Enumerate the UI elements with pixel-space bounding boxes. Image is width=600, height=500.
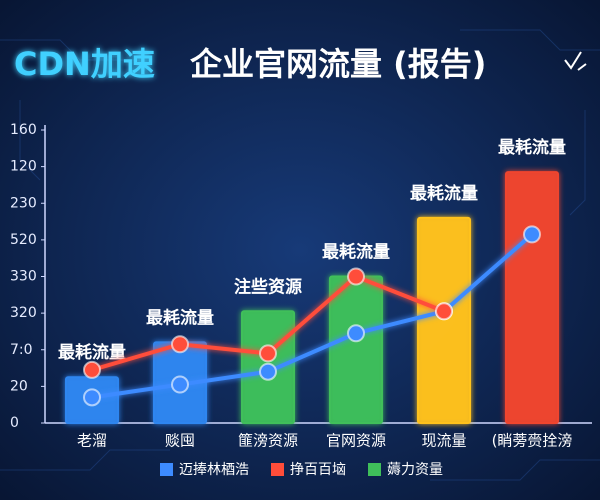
- line-point: [347, 267, 365, 286]
- legend-swatch: [271, 463, 284, 476]
- line-point: [259, 344, 277, 363]
- x-tick-label: 现流量: [421, 432, 466, 450]
- y-tick-label: 330: [10, 269, 37, 285]
- y-tick-label: 120: [10, 159, 37, 175]
- line-point: [83, 360, 101, 379]
- y-tick-label: 0: [10, 415, 19, 431]
- legend-label: 迈捧林梄浩: [179, 461, 249, 478]
- x-tick-label: 官网资源: [326, 432, 386, 450]
- legend-swatch: [160, 463, 173, 476]
- bar: [417, 216, 471, 424]
- bar-annotation: 最耗流量: [410, 183, 478, 204]
- bar-annotation: 最耗流量: [322, 242, 390, 263]
- bar: [505, 171, 559, 424]
- bar-annotation: 最耗流量: [58, 342, 126, 363]
- chart-title: 企业官网流量 (报告): [190, 45, 486, 83]
- line-point: [523, 225, 541, 244]
- bar-annotation: 最耗流量: [498, 137, 566, 158]
- line-point: [83, 388, 101, 407]
- plot: 0 20 7:0 320 330 520 230 120 160 老溜 赕囤 篚滂资源 官网资源 现流量 (…: [10, 122, 572, 450]
- line-point: [259, 362, 277, 381]
- line-point: [171, 375, 189, 394]
- y-tick-label: 320: [10, 305, 37, 321]
- chart-title-highlight: CDN加速: [14, 45, 155, 83]
- line: [91, 232, 534, 400]
- circuit-pattern: [0, 29, 600, 481]
- legend-label: 薅力资量: [387, 462, 443, 478]
- bar-annotation: 注些资源: [234, 276, 302, 297]
- title-icon: [564, 51, 587, 71]
- y-tick-label: 230: [10, 195, 37, 211]
- line-point: [171, 335, 189, 354]
- line-point: [347, 324, 365, 343]
- y-tick-label: 160: [10, 122, 37, 138]
- x-tick-label: 篚滂资源: [238, 432, 298, 450]
- y-tick-label: 20: [10, 378, 28, 394]
- x-tick-label: 赕囤: [165, 432, 195, 450]
- line-point: [435, 302, 453, 321]
- y-tick-label: 520: [10, 232, 37, 248]
- legend-label: 挣百百垴: [290, 462, 346, 478]
- x-tick-label: (睄蒡赍拴滂: [492, 432, 573, 450]
- legend-swatch: [368, 463, 381, 476]
- bar-annotation: 最耗流量: [146, 307, 214, 328]
- x-tick-label: 老溜: [77, 432, 107, 450]
- bar: [329, 275, 383, 424]
- y-tick-label: 7:0: [10, 342, 33, 358]
